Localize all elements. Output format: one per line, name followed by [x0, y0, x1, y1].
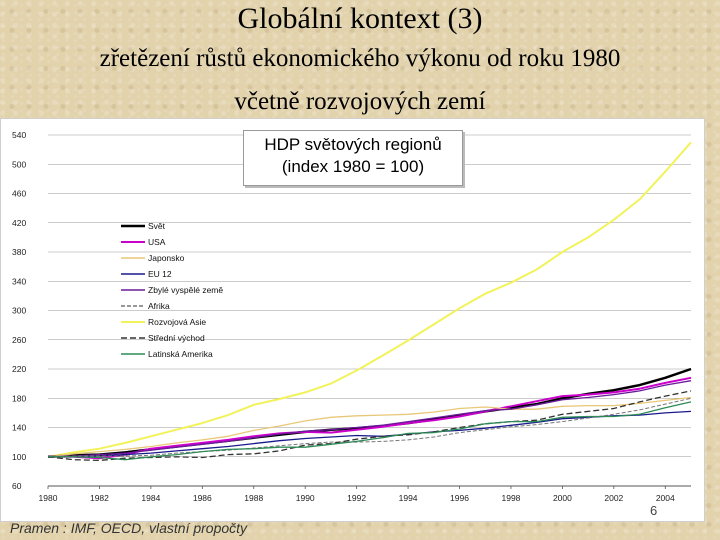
- x-tick-label: 1998: [501, 493, 520, 503]
- x-tick-label: 1982: [90, 493, 109, 503]
- x-tick-label: 2002: [604, 493, 623, 503]
- x-tick-label: 1986: [193, 493, 212, 503]
- y-tick-label: 420: [12, 218, 26, 228]
- legend-label: Latinská Amerika: [148, 349, 213, 359]
- chart-title-box: HDP světových regionů (index 1980 = 100): [243, 130, 463, 186]
- legend-label: USA: [148, 237, 166, 247]
- series-line-eu-12: [48, 410, 692, 458]
- x-tick-label: 1992: [347, 493, 366, 503]
- y-tick-label: 260: [12, 335, 26, 345]
- y-tick-label: 300: [12, 306, 26, 316]
- y-tick-label: 100: [12, 452, 26, 462]
- x-tick-label: 1984: [141, 493, 160, 503]
- x-tick-label: 1988: [244, 493, 263, 503]
- legend-label: EU 12: [148, 269, 172, 279]
- series-line-svet: [47, 367, 692, 459]
- legend-label: Japonsko: [148, 253, 185, 263]
- x-tick-label: 1990: [296, 493, 315, 503]
- y-tick-label: 540: [12, 130, 26, 140]
- series-line-japonsko: [47, 396, 692, 458]
- plot-top-clip: [1, 119, 704, 123]
- series-line-latinska-amerika: [48, 401, 692, 461]
- y-tick-label: 500: [12, 159, 26, 169]
- legend-label: Rozvojová Asie: [148, 317, 206, 327]
- chart-title-line2: (index 1980 = 100): [281, 157, 425, 176]
- y-tick-label: 460: [12, 189, 26, 199]
- x-tick-label: 2000: [553, 493, 572, 503]
- x-tick-label: 1980: [39, 493, 58, 503]
- y-tick-label: 220: [12, 364, 26, 374]
- y-tick-label: 60: [12, 481, 22, 491]
- gdp-line-chart: 60 100 140 180 220 260 300 340 380 420 460 500 540 19…: [1, 119, 704, 503]
- legend-label: Zbylé vyspělé země: [148, 285, 223, 295]
- y-tick-label: 180: [12, 393, 26, 403]
- series-line-rozvojova-asie: [47, 141, 692, 458]
- slide-subtitle-line2: včetně rozvojových zemí: [234, 88, 486, 115]
- x-tick-label: 1994: [399, 493, 418, 503]
- series-line-afrika: [47, 397, 692, 458]
- slide-subtitle-line1: zřetězení růstů ekonomického výkonu od r…: [99, 45, 621, 72]
- y-tick-label: 340: [12, 276, 26, 286]
- series-line-usa: [48, 376, 692, 460]
- legend-label: Střední východ: [148, 333, 205, 343]
- source-note: Pramen : IMF, OECD, vlastní propočty: [10, 520, 248, 536]
- page-number: 6: [650, 503, 658, 518]
- slide-title: Globální kontext (3): [237, 2, 483, 35]
- y-tick-label: 380: [12, 247, 26, 257]
- y-tick-label: 140: [12, 423, 26, 433]
- series-line-zbyle-vyspele-zeme: [47, 380, 692, 458]
- x-tick-label: 1996: [450, 493, 469, 503]
- chart-title-line1: HDP světových regionů: [264, 135, 442, 154]
- legend-label: Svět: [148, 221, 166, 231]
- x-tick-label: 2004: [656, 493, 675, 503]
- legend-label: Afrika: [148, 301, 170, 311]
